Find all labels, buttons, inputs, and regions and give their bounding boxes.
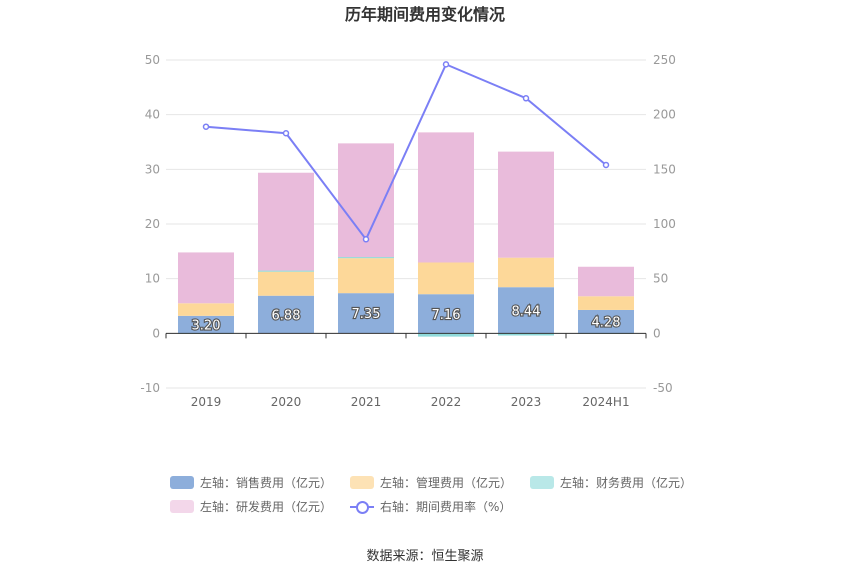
bar-segment [338, 257, 394, 259]
legend-label-rnd: 左轴：研发费用（亿元） [200, 499, 333, 514]
x-axis-tick-label: 2022 [431, 395, 462, 409]
bar-data-label: 4.28 [592, 316, 621, 331]
expense-ratio-point [602, 161, 610, 169]
left-axis-tick-label: 40 [145, 108, 160, 122]
expense-ratio-point [362, 236, 370, 243]
right-axis-tick-label: 0 [653, 326, 661, 340]
bar-segment [498, 151, 554, 258]
bar-segment [258, 271, 314, 296]
expense-ratio-point [282, 130, 290, 137]
bar-segment [178, 303, 234, 316]
chart-title: 历年期间费用变化情况 [345, 5, 505, 24]
bar-segment [418, 262, 474, 295]
legend-label-sales: 左轴：销售费用（亿元） [200, 475, 333, 490]
bar-data-label: 7.16 [432, 308, 461, 323]
bar-segment [178, 252, 234, 304]
bar-segment [178, 315, 234, 334]
left-axis-tick-label: -10 [140, 381, 160, 395]
legend-label-admin: 左轴：管理费用（亿元） [380, 475, 513, 490]
expense-ratio-line [205, 63, 607, 242]
bar-segment [578, 266, 634, 297]
right-axis-tick-label: 200 [653, 108, 676, 122]
bar-segment [498, 257, 554, 288]
x-axis-tick-label: 2020 [271, 395, 302, 409]
left-axis-tick-label: 30 [145, 162, 160, 176]
right-axis-tick-label: 50 [653, 272, 668, 286]
right-axis-tick-label: 150 [653, 162, 676, 176]
x-axis-tick-label: 2023 [511, 395, 542, 409]
expense-ratio-point [202, 123, 210, 130]
legend-item-finance[interactable]: 左轴：财务费用（亿元） [530, 474, 692, 491]
left-axis-tick-label: 20 [145, 217, 160, 231]
bar-segment [258, 172, 314, 271]
bar-data-label: 6.88 [272, 309, 301, 324]
legend-swatch-admin [350, 475, 375, 489]
legend-swatch-finance [530, 475, 555, 489]
left-axis-tick-label: 10 [145, 272, 160, 286]
x-axis-tick-label: 2024H1 [582, 395, 629, 409]
bar-segment [578, 296, 634, 310]
legend-label-expense-ratio: 右轴：期间费用率（%） [380, 499, 512, 514]
data-source: 数据来源：恒生聚源 [366, 549, 484, 564]
legend-item-admin[interactable]: 左轴：管理费用（亿元） [350, 474, 512, 491]
legend-swatch-rnd [170, 499, 194, 513]
bar-segment [418, 333, 474, 337]
expense-ratio-point [442, 61, 450, 68]
x-axis-tick-label: 2021 [351, 395, 382, 409]
bar-segment [578, 309, 634, 334]
legend-swatch-sales [170, 475, 194, 489]
right-axis-tick-label: 100 [653, 217, 676, 231]
legend-item-rnd[interactable]: 左轴：研发费用（亿元） [170, 498, 332, 515]
right-axis-tick-label: 250 [653, 53, 676, 67]
bar-segment [418, 294, 474, 334]
bar-segment [338, 293, 394, 334]
bar-segment [338, 258, 394, 294]
bar-segment [498, 333, 554, 336]
bar-data-label: 8.44 [512, 304, 541, 319]
left-axis-tick-label: 0 [152, 326, 160, 340]
legend-item-expense-ratio[interactable]: 右轴：期间费用率（%） [350, 498, 511, 515]
legend-swatch-expense-ratio [350, 500, 375, 514]
right-axis-tick-label: -50 [653, 381, 673, 395]
left-axis-tick-label: 50 [145, 53, 160, 67]
bar-data-label: 3.20 [192, 319, 221, 334]
legend: 左轴：销售费用（亿元） 左轴：管理费用（亿元） 左轴：财务费用（亿元） 左轴：研… [170, 470, 730, 518]
bar-segment [258, 295, 314, 334]
x-axis-tick-label: 2019 [191, 395, 222, 409]
bar-segment [258, 270, 314, 272]
bar-data-label: 7.35 [352, 307, 381, 322]
bar-segment [498, 287, 554, 334]
bar-segment [418, 132, 474, 263]
legend-label-finance: 左轴：财务费用（亿元） [560, 475, 693, 490]
legend-item-sales[interactable]: 左轴：销售费用（亿元） [170, 474, 332, 491]
expense-ratio-point [522, 95, 530, 102]
